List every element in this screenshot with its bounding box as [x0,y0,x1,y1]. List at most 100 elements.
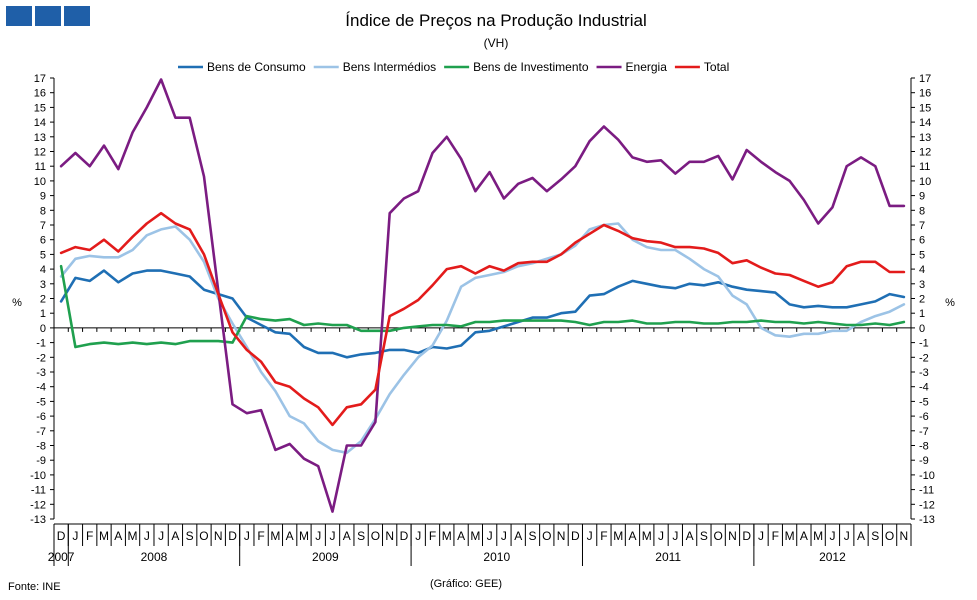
x-tick-label: J [72,529,78,543]
x-tick-label: D [400,529,409,543]
y-tick-label-right: -4 [919,382,929,394]
year-label: 2011 [655,550,681,564]
y-tick-label-left: 17 [34,73,46,85]
x-tick-label: S [357,529,365,543]
y-tick-label-left: -11 [31,485,46,497]
x-tick-label: D [742,529,751,543]
y-tick-label-left: 13 [34,132,46,144]
y-tick-label-left: 15 [34,102,46,114]
chart-subtitle: (VH) [484,36,509,50]
y-tick-label-right: -2 [919,352,929,364]
x-tick-label: M [99,529,109,543]
y-tick-label-left: 4 [40,264,46,276]
x-tick-label: J [144,529,150,543]
chart-series [59,78,906,513]
year-label: 2007 [48,550,75,564]
y-tick-label-right: 16 [919,88,931,100]
y-tick-label-right: -1 [919,338,929,350]
y-tick-label-left: -4 [36,382,46,394]
x-tick-label: J [244,529,250,543]
x-tick-label: F [86,529,93,543]
series-line-bens-interm-dios [59,222,906,455]
y-tick-label-right: 10 [919,176,931,188]
y-tick-label-right: -10 [919,470,935,482]
x-tick-label: S [871,529,879,543]
x-tick-label: F [257,529,264,543]
y-tick-label-right: 1 [919,308,925,320]
y-tick-label-right: 9 [919,191,925,203]
x-tick-label: A [686,529,694,543]
x-tick-label: M [813,529,823,543]
y-tick-label-right: 0 [919,323,925,335]
y-tick-label-right: 17 [919,73,931,85]
x-tick-label: J [415,529,421,543]
y-tick-label-right: 4 [919,264,925,276]
x-tick-label: N [385,529,394,543]
x-tick-label: M [442,529,452,543]
year-label: 2012 [819,550,846,564]
x-tick-label: J [315,529,321,543]
chart-title: Índice de Preços na Produção Industrial [345,11,646,30]
x-tick-label: N [214,529,223,543]
y-tick-label-right: -12 [919,499,935,511]
x-tick-label: M [642,529,652,543]
x-tick-label: A [343,529,351,543]
x-tick-label: M [128,529,138,543]
y-axis-label-left: % [12,297,22,309]
y-tick-label-right: -8 [919,441,929,453]
x-tick-label: F [429,529,436,543]
x-tick-label: J [330,529,336,543]
x-tick-label: O [199,529,208,543]
y-tick-label-right: -5 [919,396,929,408]
x-tick-label: M [785,529,795,543]
y-tick-label-right: -3 [919,367,929,379]
y-tick-label-left: -10 [30,470,46,482]
series-line-bens-de-investimento [59,264,906,349]
y-axis-label-right: % [945,297,955,309]
y-tick-label-left: 7 [40,220,46,232]
x-tick-label: A [800,529,808,543]
x-tick-label: M [270,529,280,543]
y-tick-label-right: 11 [919,161,930,173]
x-tick-label: J [672,529,678,543]
y-tick-label-left: -9 [36,455,46,467]
y-tick-label-left: 2 [40,294,46,306]
y-tick-label-right: -11 [919,485,934,497]
x-tick-label: A [457,529,465,543]
y-tick-label-left: 8 [40,205,46,217]
x-tick-label: N [728,529,737,543]
y-tick-label-left: 16 [34,88,46,100]
y-tick-label-right: -6 [919,411,929,423]
x-tick-label: S [186,529,194,543]
year-label: 2009 [312,550,339,564]
logo-square [6,6,32,26]
x-tick-label: O [885,529,894,543]
y-tick-label-left: 9 [40,191,46,203]
y-tick-label-left: -12 [30,499,46,511]
y-tick-label-right: 6 [919,235,925,247]
x-tick-label: O [371,529,380,543]
x-tick-label: S [528,529,536,543]
y-tick-label-left: -1 [36,338,46,350]
y-tick-label-right: -9 [919,455,929,467]
legend-label: Total [704,60,729,74]
x-tick-label: M [299,529,309,543]
x-tick-label: F [600,529,607,543]
y-tick-label-left: 1 [40,308,46,320]
x-tick-label: A [628,529,636,543]
y-tick-label-right: 15 [919,102,931,114]
x-tick-label: J [758,529,764,543]
x-tick-label: J [158,529,164,543]
y-tick-label-right: 5 [919,249,925,261]
x-tick-label: M [470,529,480,543]
y-tick-label-right: 14 [919,117,931,129]
logo-square [64,6,90,26]
y-tick-label-left: -2 [36,352,46,364]
legend-label: Energia [626,60,668,74]
brand-logo [6,6,90,26]
x-tick-label: A [286,529,294,543]
source-note: Fonte: INE [8,581,61,593]
y-tick-label-right: 3 [919,279,925,291]
